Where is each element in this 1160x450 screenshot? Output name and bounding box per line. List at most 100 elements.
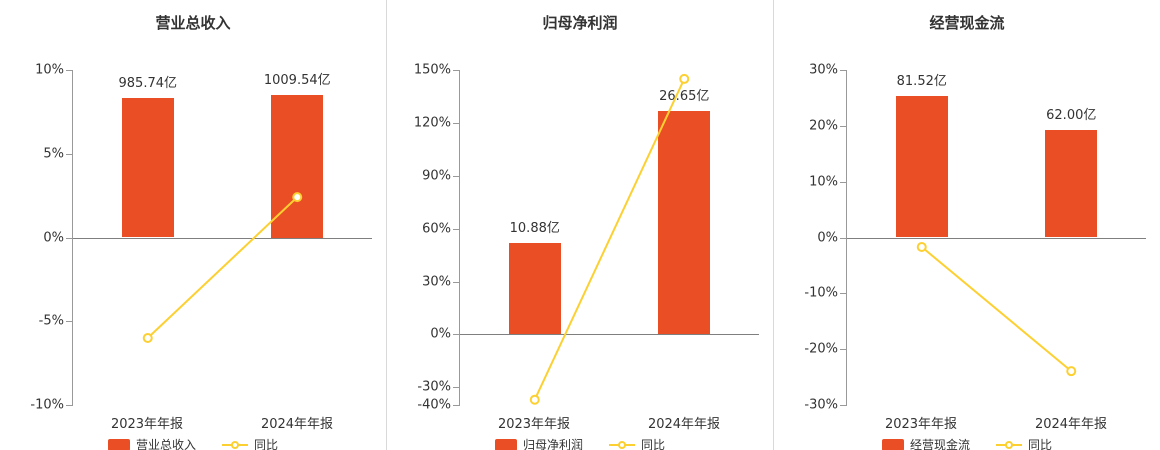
bar-value-label: 10.88亿 (509, 220, 560, 236)
y-axis-tick-mark (66, 405, 73, 406)
line-series-legend-item: 同比 (996, 436, 1052, 450)
chart-plot-area: 30% 20% 10% 0% -10% -20% -30% 81.52亿 62.00亿 (804, 64, 1146, 412)
value-bar (1045, 129, 1098, 238)
line-legend-marker-icon (996, 439, 1022, 450)
y-axis-tick-label: -10% (804, 285, 838, 301)
y-axis-tick-mark (66, 70, 73, 71)
chart-legend: 归母净利润 同比 (387, 436, 773, 450)
chart-title: 营业总收入 (155, 14, 231, 32)
y-axis-tick-mark (840, 293, 847, 295)
x-axis-category-label: 2024年年报 (260, 417, 334, 432)
line-legend-marker-icon (609, 439, 635, 450)
zero-baseline (460, 334, 759, 336)
line-legend-marker-icon (222, 439, 248, 450)
bar-value-label: 81.52亿 (896, 73, 947, 89)
y-axis-tick-label: -30% (804, 397, 838, 413)
x-axis-category-label: 2024年年报 (1034, 417, 1108, 432)
bar-legend-label: 归母净利润 (522, 438, 583, 450)
y-axis-tick-label: -40% (417, 397, 451, 413)
y-axis-tick-label: 30% (809, 62, 838, 78)
line-legend-label: 同比 (641, 438, 666, 450)
y-axis-tick-label: -10% (30, 397, 64, 413)
yoy-point-marker (1066, 366, 1077, 377)
bar-legend-label: 经营现金流 (909, 438, 970, 450)
value-bar (271, 95, 324, 238)
bar-legend-swatch-icon (107, 438, 130, 450)
y-axis-tick-mark (66, 237, 73, 239)
value-bar (895, 95, 948, 238)
y-axis-tick-label: 0% (430, 326, 451, 342)
net-profit-panel: 归母净利润 150% 120% 90% 60% 30% 0% -30% -40% 10.88亿 2… (386, 0, 773, 450)
revenue-panel: 营业总收入 10% 5% 0% -5% -10% 985.74亿 1009.54亿 2023… (0, 0, 386, 450)
zero-baseline (73, 237, 372, 239)
yoy-point-marker (679, 73, 690, 84)
yoy-trend-line (921, 246, 1072, 372)
y-axis-tick-mark (840, 237, 847, 239)
bar-value-label: 26.65亿 (659, 88, 710, 104)
line-series-legend-item: 同比 (222, 436, 278, 450)
x-axis-category-label: 2023年年报 (884, 417, 958, 432)
line-series-legend-item: 同比 (609, 436, 665, 450)
bar-value-label: 62.00亿 (1046, 107, 1097, 123)
bar-value-label: 1009.54亿 (263, 73, 331, 89)
chart-title: 归母净利润 (542, 14, 618, 32)
chart-title: 经营现金流 (929, 14, 1005, 32)
value-bar (658, 110, 711, 335)
zero-baseline (847, 237, 1146, 239)
y-axis-tick-label: 60% (422, 221, 451, 237)
y-axis-tick-label: 30% (422, 274, 451, 290)
y-axis-tick-mark (453, 334, 460, 336)
chart-legend: 经营现金流 同比 (774, 436, 1160, 450)
y-axis-tick-mark (840, 125, 847, 127)
line-legend-label: 同比 (1028, 438, 1053, 450)
y-axis-tick-label: 0% (817, 230, 838, 245)
y-axis-tick-label: -20% (804, 341, 838, 357)
y-axis-tick-mark (453, 122, 460, 124)
line-legend-label: 同比 (254, 438, 279, 450)
y-axis-tick-mark (66, 321, 73, 323)
yoy-point-marker (916, 241, 927, 252)
x-axis-category-label: 2023年年报 (110, 417, 184, 432)
bar-value-label: 985.74亿 (118, 76, 178, 92)
y-axis-tick-label: 5% (43, 146, 64, 162)
y-axis-tick-mark (840, 70, 847, 71)
bar-series-legend-item: 经营现金流 (881, 436, 970, 450)
value-bar (121, 98, 174, 238)
y-axis-tick-label: -5% (38, 313, 64, 329)
bar-series-legend-item: 营业总收入 (107, 436, 196, 450)
y-axis-tick-mark (453, 387, 460, 389)
y-axis-tick-mark (840, 181, 847, 183)
value-bar (508, 242, 561, 335)
chart-plot-area: 10% 5% 0% -5% -10% 985.74亿 1009.54亿 (30, 64, 372, 412)
yoy-point-marker (529, 394, 540, 405)
x-axis-category-label: 2024年年报 (647, 417, 721, 432)
bar-legend-swatch-icon (494, 438, 517, 450)
y-axis-tick-mark (453, 228, 460, 230)
y-axis-tick-mark (453, 281, 460, 283)
x-axis-labels-row: 2023年年报 2024年年报 (459, 411, 759, 432)
y-axis-tick-mark (453, 70, 460, 71)
y-axis-tick-mark (840, 405, 847, 406)
bar-series-legend-item: 归母净利润 (494, 436, 583, 450)
y-axis-tick-mark (66, 153, 73, 155)
y-axis-tick-label: 20% (809, 118, 838, 134)
cashflow-panel: 经营现金流 30% 20% 10% 0% -10% -20% -30% 81.52亿 62.00… (773, 0, 1160, 450)
y-axis-tick-label: 0% (43, 230, 64, 245)
x-axis-labels-row: 2023年年报 2024年年报 (846, 411, 1146, 432)
yoy-trend-line-layer (529, 73, 690, 405)
y-axis-tick-label: 150% (413, 62, 451, 78)
yoy-point-marker (142, 333, 153, 343)
bar-legend-swatch-icon (881, 438, 904, 450)
bar-legend-label: 营业总收入 (135, 438, 196, 450)
x-axis-category-label: 2023年年报 (497, 417, 571, 432)
y-axis-tick-label: 10% (35, 62, 64, 78)
chart-plot-area: 150% 120% 90% 60% 30% 0% -30% -40% 10.88亿 26.65亿 (414, 64, 759, 412)
y-axis-tick-label: 90% (422, 168, 451, 184)
x-axis-labels-row: 2023年年报 2024年年报 (72, 411, 372, 432)
chart-legend: 营业总收入 同比 (0, 436, 386, 450)
y-axis-tick-mark (840, 349, 847, 351)
y-axis-tick-mark (453, 405, 460, 406)
y-axis-tick-mark (453, 175, 460, 177)
y-axis-tick-label: 10% (809, 174, 838, 190)
